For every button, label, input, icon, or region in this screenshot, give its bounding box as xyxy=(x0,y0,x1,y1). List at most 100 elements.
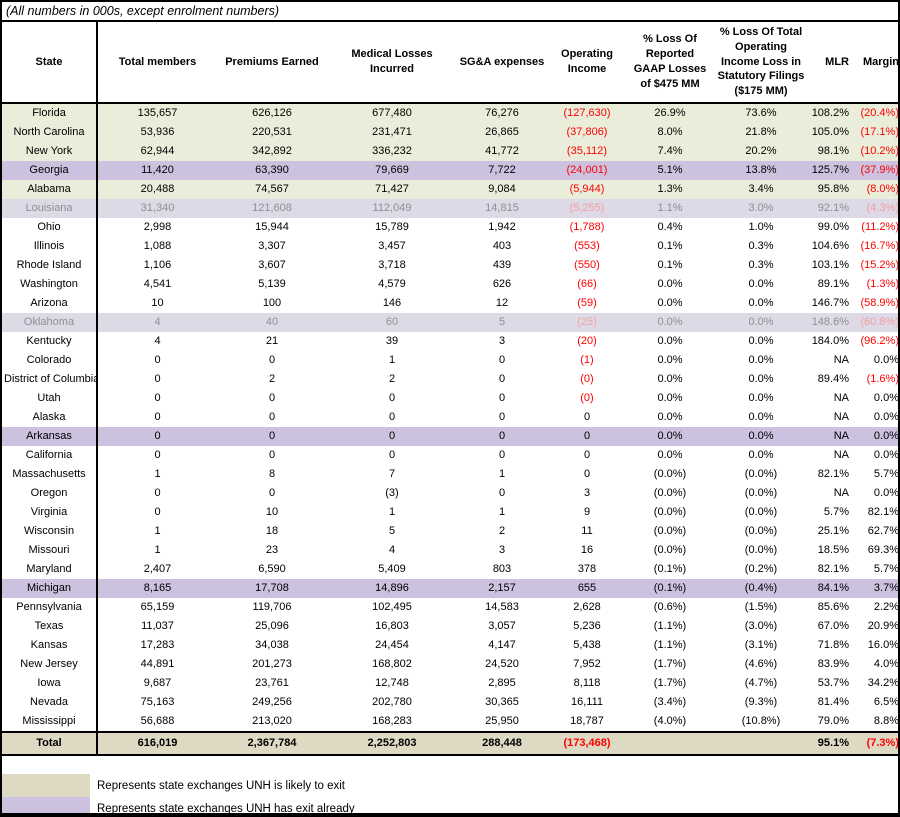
cell-state: Missouri xyxy=(2,541,98,560)
cell-pct_loss_total_statutory: 0.3% xyxy=(748,240,774,252)
cell-total_members: 10 xyxy=(151,297,164,309)
table-row: Wisconsin 1 18 5 2 11 (0.0%) (0.0%) 25.1% 62.7% xyxy=(2,522,898,541)
cell-pct_loss_reported_gaap: (1.7%) xyxy=(653,658,687,670)
cell-total_members: 135,657 xyxy=(137,107,178,119)
cell-pct_loss_total_statutory: 0.0% xyxy=(748,449,774,461)
cell-total_members: 4,541 xyxy=(143,278,172,290)
cell-medical_losses_incurred: 0 xyxy=(388,430,396,442)
cell-medical_losses_incurred: 146 xyxy=(382,297,402,309)
cell-mlr: 148.6% xyxy=(811,316,849,328)
cell-premiums_earned: 0 xyxy=(268,430,276,442)
table-row: Illinois 1,088 3,307 3,457 403 (553) 0.1% 0.3% 1… xyxy=(2,237,898,256)
cell-medical_losses_incurred: 79,669 xyxy=(375,164,409,176)
cell-margin: 20.9% xyxy=(867,620,899,632)
cell-operating_income: (1,788) xyxy=(569,221,605,233)
cell-total_members: 2,407 xyxy=(143,563,172,575)
table-row: New Jersey 44,891 201,273 168,802 24,520 7,95… xyxy=(2,655,898,674)
table-row: Alaska 0 0 0 0 0 0.0% 0.0% NA 0.0% xyxy=(2,408,898,427)
column-header-mlr: MLR xyxy=(809,22,854,104)
cell-pct_loss_reported_gaap: 26.9% xyxy=(654,107,686,119)
cell-mlr: 89.1% xyxy=(817,278,849,290)
cell-operating_income: (0) xyxy=(580,373,594,385)
cell-state: New York xyxy=(2,142,98,161)
table-row: Virginia 0 10 1 1 9 (0.0%) (0.0%) 5.7% 82.1% xyxy=(2,503,898,522)
cell-state: Arkansas xyxy=(2,427,98,446)
cell-pct_loss_total_statutory: 0.0% xyxy=(748,411,774,423)
cell-pct_loss_total_statutory: (0.0%) xyxy=(744,525,778,537)
cell-sga_expenses: 76,276 xyxy=(485,107,519,119)
cell-margin: 0.0% xyxy=(873,392,899,404)
table-row: Georgia 11,420 63,390 79,669 7,722 (24,001) 5.… xyxy=(2,161,898,180)
cell-pct_loss_reported_gaap: 0.0% xyxy=(657,316,683,328)
column-header-sga_expenses: SG&A expenses xyxy=(457,22,547,104)
cell-total_members: 62,944 xyxy=(140,145,175,157)
state-exchange-table: State Total members Premiums Earned Medical… xyxy=(2,22,899,756)
cell-total_members: 1 xyxy=(154,525,161,537)
cell-total_members: 0 xyxy=(154,506,161,518)
cell-mlr: 89.4% xyxy=(817,373,849,385)
cell-premiums_earned: 23,761 xyxy=(255,677,289,689)
cell-pct_loss_reported_gaap: 1.3% xyxy=(657,183,683,195)
cell-mlr: 99.0% xyxy=(817,221,849,233)
cell-medical_losses_incurred: 0 xyxy=(388,411,396,423)
legend-row-exited: Represents state exchanges UNH has exit … xyxy=(2,797,898,813)
cell-sga_expenses: 14,815 xyxy=(485,202,519,214)
cell-sga_expenses: 30,365 xyxy=(485,696,519,708)
cell-state: Pennsylvania xyxy=(2,598,98,617)
cell-pct_loss_total_statutory: (0.2%) xyxy=(744,563,778,575)
cell-mlr: NA xyxy=(833,449,849,461)
cell-sga_expenses: 1 xyxy=(498,506,506,518)
cell-state: Mississippi xyxy=(2,712,98,732)
cell-state: Washington xyxy=(2,275,98,294)
cell-mlr: 95.8% xyxy=(817,183,849,195)
cell-premiums_earned: 0 xyxy=(268,411,276,423)
cell-medical_losses_incurred: 1 xyxy=(388,506,396,518)
cell-pct_loss_reported_gaap: (0.0%) xyxy=(653,487,687,499)
cell-sga_expenses: 24,520 xyxy=(485,658,519,670)
cell-pct_loss_total_statutory: (0.0%) xyxy=(744,487,778,499)
cell-margin: 34.2% xyxy=(867,677,899,689)
cell-total_members: 0 xyxy=(154,430,161,442)
cell-premiums_earned: 17,708 xyxy=(255,582,289,594)
table-row: Arkansas 0 0 0 0 0 0.0% 0.0% NA 0.0% xyxy=(2,427,898,446)
cell-mlr: 82.1% xyxy=(817,468,849,480)
cell-operating_income: 2,628 xyxy=(573,601,601,613)
cell-operating_income: 7,952 xyxy=(573,658,601,670)
cell-operating_income: (0) xyxy=(580,392,594,404)
cell-premiums_earned: 0 xyxy=(268,392,276,404)
cell-medical_losses_incurred: 0 xyxy=(388,449,396,461)
cell-pct_loss_reported_gaap: 8.0% xyxy=(657,126,683,138)
cell-total_members: 0 xyxy=(154,411,161,423)
cell-operating_income: 655 xyxy=(577,582,597,594)
cell-pct_loss_reported_gaap: 0.0% xyxy=(657,297,683,309)
cell-pct_loss_reported_gaap: 0.0% xyxy=(657,449,683,461)
cell-total_members: 2,998 xyxy=(143,221,172,233)
table-row: Missouri 1 23 4 3 16 (0.0%) (0.0%) 18.5% 69.3% xyxy=(2,541,898,560)
cell-state: California xyxy=(2,446,98,465)
cell-pct_loss_reported_gaap: 0.0% xyxy=(657,278,683,290)
cell-margin: 8.8% xyxy=(873,715,899,727)
cell-operating_income: (550) xyxy=(574,259,600,271)
cell-operating_income: 18,787 xyxy=(570,715,604,727)
cell-pct_loss_reported_gaap: (0.0%) xyxy=(653,506,687,518)
cell-operating_income: (59) xyxy=(577,297,597,309)
cell-state: North Carolina xyxy=(2,123,98,142)
cell-operating_income: (25) xyxy=(577,316,597,328)
cell-pct_loss_total_statutory: (9.3%) xyxy=(744,696,778,708)
column-header-medical_losses_incurred: Medical Losses Incurred xyxy=(327,22,457,104)
cell-medical_losses_incurred: 14,896 xyxy=(375,582,409,594)
cell-state: Iowa xyxy=(2,674,98,693)
cell-pct_loss_total_statutory: 0.0% xyxy=(748,297,774,309)
cell-pct_loss_total_statutory: (4.6%) xyxy=(744,658,778,670)
cell-operating_income: 3 xyxy=(583,487,591,499)
cell-pct_loss_reported_gaap: (1.1%) xyxy=(653,639,687,651)
cell-pct_loss_reported_gaap: 5.1% xyxy=(657,164,683,176)
cell-medical_losses_incurred: 0 xyxy=(388,392,396,404)
cell-state: Massachusetts xyxy=(2,465,98,484)
table-row: Massachusetts 1 8 7 1 0 (0.0%) (0.0%) 82.1% 5.7% xyxy=(2,465,898,484)
cell-mlr: 25.1% xyxy=(817,525,849,537)
cell-margin: 0.0% xyxy=(873,487,899,499)
cell-sga_expenses: 1,942 xyxy=(488,221,516,233)
table-header: State Total members Premiums Earned Medical… xyxy=(2,22,898,104)
cell-state: Total xyxy=(2,731,98,756)
